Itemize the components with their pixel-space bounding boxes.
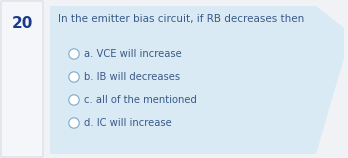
- Text: b. IB will decreases: b. IB will decreases: [84, 72, 180, 82]
- Text: a. VCE will increase: a. VCE will increase: [84, 49, 182, 59]
- Circle shape: [69, 72, 79, 82]
- Text: c. all of the mentioned: c. all of the mentioned: [84, 95, 197, 105]
- Circle shape: [69, 95, 79, 105]
- Polygon shape: [50, 6, 344, 154]
- Text: 20: 20: [11, 16, 33, 31]
- Circle shape: [69, 49, 79, 59]
- Text: d. IC will increase: d. IC will increase: [84, 118, 172, 128]
- Circle shape: [69, 118, 79, 128]
- Text: In the emitter bias circuit, if RB decreases then: In the emitter bias circuit, if RB decre…: [58, 14, 304, 24]
- FancyBboxPatch shape: [1, 1, 43, 157]
